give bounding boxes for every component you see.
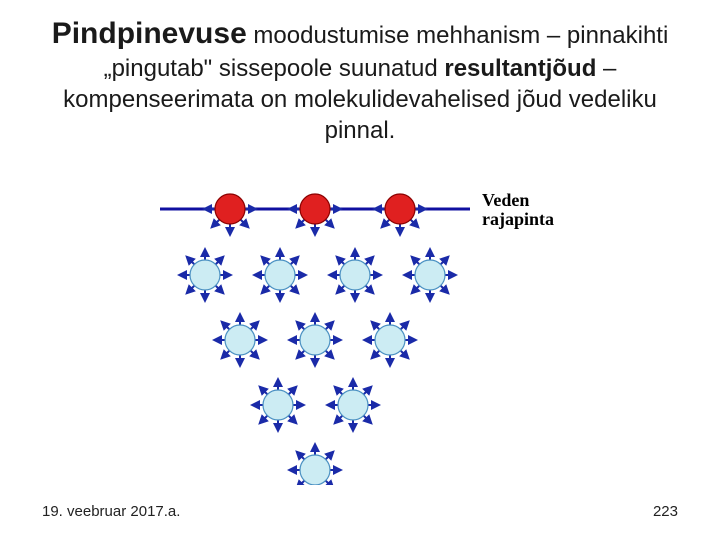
diagram-svg <box>150 185 580 485</box>
footer-date: 19. veebruar 2017.a. <box>42 503 180 520</box>
surface-label-line2: rajapinta <box>482 209 554 229</box>
slide: Pindpinevuse moodustumise mehhanism – pi… <box>0 0 720 540</box>
surface-label-line1: Veden <box>482 190 529 210</box>
surface-label: Veden rajapinta <box>482 191 554 229</box>
footer-page-number: 223 <box>653 503 678 520</box>
slide-title: Pindpinevuse moodustumise mehhanism – pi… <box>40 14 680 147</box>
surface-tension-diagram: Veden rajapinta <box>150 185 580 485</box>
